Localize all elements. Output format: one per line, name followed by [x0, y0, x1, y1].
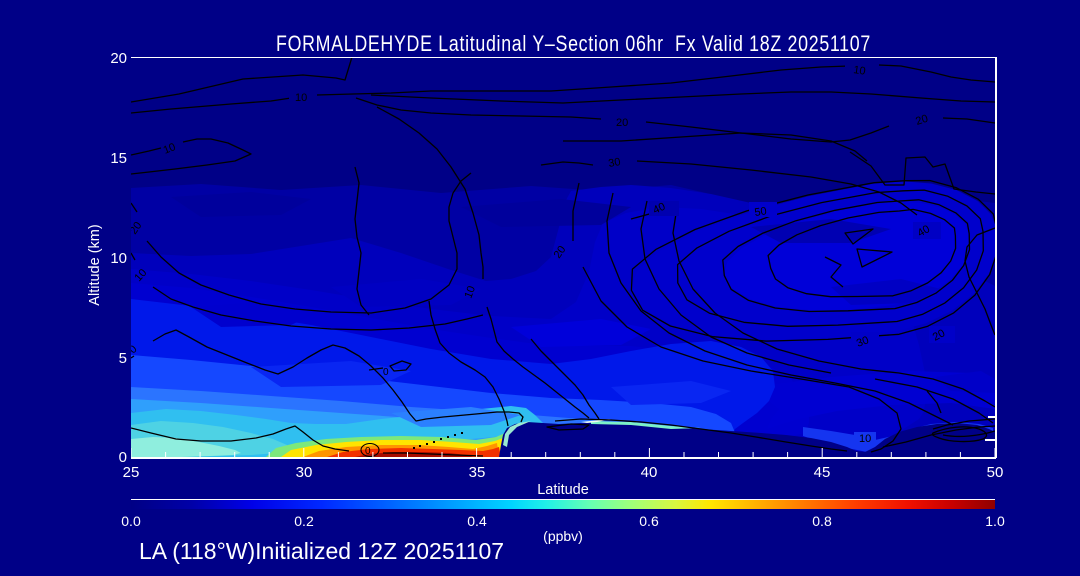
svg-text:20: 20 — [616, 117, 628, 129]
svg-text:0: 0 — [131, 343, 140, 356]
svg-text:20: 20 — [552, 244, 569, 261]
svg-text:10: 10 — [853, 64, 867, 78]
svg-text:50: 50 — [754, 205, 768, 219]
svg-text:10: 10 — [463, 284, 478, 300]
svg-text:40: 40 — [651, 201, 667, 217]
svg-text:30: 30 — [607, 156, 621, 170]
svg-text:20: 20 — [914, 113, 929, 128]
svg-text:20: 20 — [931, 327, 947, 343]
svg-text:40: 40 — [916, 223, 933, 240]
svg-text:30: 30 — [855, 334, 871, 349]
svg-text:10: 10 — [859, 433, 871, 445]
svg-text:0: 0 — [365, 446, 371, 457]
svg-text:10: 10 — [162, 141, 178, 157]
svg-text:0: 0 — [383, 367, 389, 378]
svg-text:10: 10 — [295, 92, 307, 104]
